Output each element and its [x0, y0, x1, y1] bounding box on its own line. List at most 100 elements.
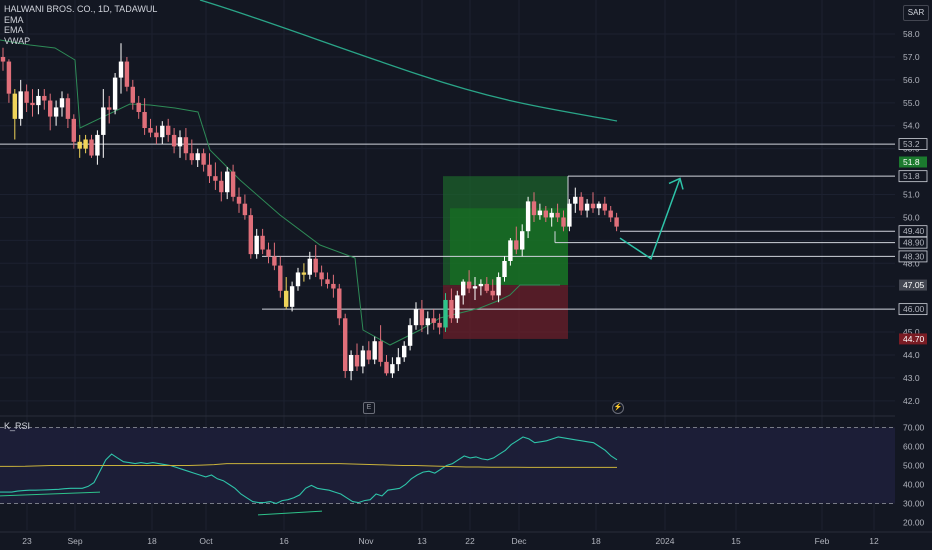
candle-body	[567, 203, 572, 227]
candle-body	[360, 350, 366, 367]
candle-body	[396, 357, 401, 365]
time-tick-label: Feb	[815, 536, 830, 546]
price-tag-label: 51.8	[903, 157, 920, 167]
candle-body	[95, 134, 100, 156]
indicator-ema-2[interactable]: EMA	[4, 25, 24, 35]
candle-body	[148, 128, 153, 133]
candle-body	[59, 98, 65, 108]
candle-body	[272, 256, 277, 266]
time-tick-label: Sep	[67, 536, 82, 546]
indicator-ema-1[interactable]: EMA	[4, 14, 24, 25]
candle-body	[219, 180, 224, 193]
time-tick-label: 18	[147, 536, 157, 546]
position-zones	[443, 176, 568, 339]
candle-body	[407, 325, 413, 346]
price-tag	[899, 279, 927, 291]
candle-body	[555, 212, 560, 218]
candle-body	[531, 201, 537, 216]
candle-body	[53, 107, 59, 117]
rsi-indicator-label[interactable]: K_RSI	[4, 421, 31, 431]
candle-body	[154, 132, 159, 138]
price-tick-label: 42.0	[903, 396, 920, 406]
candle-body	[48, 100, 53, 117]
price-tick-label: 43.0	[903, 373, 920, 383]
currency-button[interactable]: SAR	[903, 5, 929, 21]
candle-body	[390, 364, 395, 374]
candle-body	[455, 295, 460, 319]
candle-body	[508, 240, 513, 261]
time-tick-label: 15	[731, 536, 741, 546]
level-price-label: 49.40	[903, 226, 925, 236]
dividend-event-icon[interactable]: ⚡	[612, 402, 624, 414]
price-tick-label: 45.0	[903, 327, 920, 337]
candle-body	[65, 98, 71, 119]
price-tick-label: 56.0	[903, 75, 920, 85]
rsi-signal-line	[0, 463, 617, 468]
candle-body	[354, 354, 360, 367]
candle-body	[301, 272, 307, 275]
earnings-event-icon[interactable]: E	[363, 402, 375, 414]
candle-body	[596, 203, 602, 209]
projection-arrow	[619, 177, 684, 260]
candle-body	[514, 240, 519, 250]
rsi-trendline	[0, 491, 101, 497]
candle-body	[89, 139, 94, 156]
candle-body	[284, 290, 289, 307]
candles	[0, 43, 619, 381]
candle-body	[207, 164, 212, 177]
candle-body	[590, 203, 596, 209]
candle-body	[101, 107, 106, 135]
candle-body	[343, 318, 348, 372]
candle-body	[549, 212, 554, 218]
candle-body	[30, 102, 35, 106]
candle-body	[520, 231, 525, 250]
ema-line	[0, 0, 618, 346]
rsi-trendline	[257, 510, 323, 516]
horizontal-levels	[0, 143, 895, 310]
time-axis[interactable]: 23 Sep 18 Oct 16 Nov 13 22 Dec 18 2024 15 Feb 12	[0, 531, 932, 546]
candle-body	[561, 217, 566, 227]
candle-body	[608, 210, 613, 218]
candle-body	[171, 134, 177, 147]
indicator-vwap[interactable]: VWAP	[4, 35, 31, 46]
candle-body	[142, 111, 147, 129]
candle-body	[366, 350, 371, 360]
candle-body	[543, 210, 548, 218]
time-tick-label: 16	[279, 536, 289, 546]
price-axis[interactable]: 42.043.044.045.046.047.048.049.050.051.0…	[895, 0, 932, 550]
candle-body	[602, 203, 607, 211]
level-price-label: 51.8	[903, 171, 920, 181]
candle-body	[413, 309, 419, 326]
candle-body	[307, 258, 312, 275]
candle-body	[77, 141, 82, 149]
level-price-label: 48.90	[903, 238, 925, 248]
time-tick-label: 2024	[656, 536, 675, 546]
level-price-label: 48.30	[903, 251, 925, 261]
candle-body	[112, 77, 118, 110]
candle-body	[136, 102, 141, 112]
projection-line	[619, 178, 681, 260]
candle-body	[496, 277, 501, 296]
level-price-tag	[898, 138, 928, 150]
rsi-tick-label: 70.00	[903, 423, 925, 433]
candle-body	[107, 107, 112, 110]
candle-body	[195, 153, 200, 161]
candle-body	[183, 137, 189, 154]
candle-body	[213, 176, 218, 181]
rsi-pane	[0, 415, 932, 516]
candle-body	[431, 318, 436, 323]
rsi-tick-label: 60.00	[903, 442, 925, 452]
candle-body	[266, 249, 271, 257]
candle-body	[12, 93, 17, 119]
candle-body	[201, 153, 206, 165]
candle-body	[579, 196, 584, 211]
symbol-title[interactable]: HALWANI BROS. CO., 1D, TADAWUL	[4, 4, 158, 14]
price-tag-label: 44.70	[903, 334, 925, 344]
level-price-tag	[898, 170, 928, 183]
candle-body	[189, 153, 194, 161]
rsi-tick-label: 50.00	[903, 461, 925, 471]
time-tick-label: 12	[869, 536, 879, 546]
candle-body	[402, 345, 407, 358]
rsi-tick-label: 40.00	[903, 480, 925, 490]
